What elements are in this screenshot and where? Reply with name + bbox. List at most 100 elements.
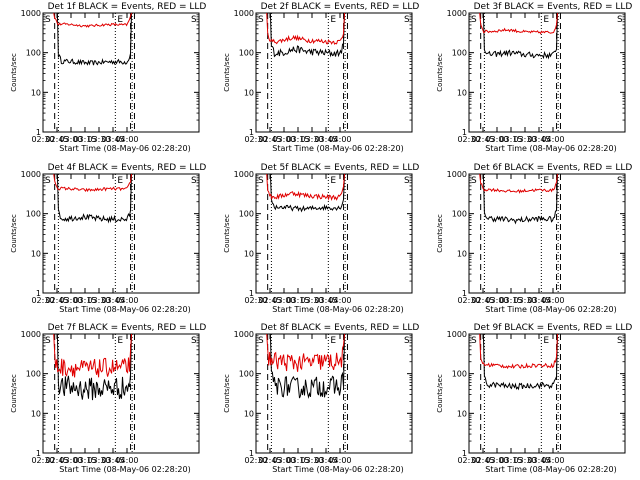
x-tick-label: 02:45 <box>258 296 281 305</box>
y-tick-label: 100 <box>452 49 467 58</box>
plot-frame <box>468 12 626 133</box>
y-tick-label: 1 <box>249 449 254 458</box>
y-tick-label: 1000 <box>234 170 254 179</box>
x-tick-label: 03:45 <box>527 135 550 144</box>
x-axis-label: Start Time (08-May-06 02:28:20) <box>59 305 190 314</box>
panel-title: Det 1f BLACK = Events, RED = LLD <box>48 2 207 12</box>
panel-title: Det 8f BLACK = Events, RED = LLD <box>261 323 420 333</box>
y-tick-label: 1000 <box>21 170 41 179</box>
x-tick-label: 04:00 <box>115 456 138 465</box>
x-tick-label: 03:45 <box>527 456 550 465</box>
marker-letter: S <box>258 336 264 346</box>
y-tick-label: 1000 <box>21 9 41 18</box>
x-axis-label: Start Time (08-May-06 02:28:20) <box>272 305 403 314</box>
events-series-line <box>56 333 132 401</box>
x-tick-label: 03:45 <box>314 296 337 305</box>
y-tick-label: 10 <box>457 249 467 258</box>
x-axis-label: Start Time (08-May-06 02:28:20) <box>485 305 616 314</box>
marker-letter: E <box>117 176 123 186</box>
detector-panel: Det 9f BLACK = Events, RED = LLD 1 10 100 10… <box>436 323 632 474</box>
y-tick-label: 10 <box>31 249 41 258</box>
x-tick-label: 04:00 <box>115 135 138 144</box>
x-axis-label: Start Time (08-May-06 02:28:20) <box>272 144 403 153</box>
x-tick-label: 03:45 <box>314 135 337 144</box>
events-series-line <box>482 333 558 391</box>
panel-title: Det 2f BLACK = Events, RED = LLD <box>261 2 420 12</box>
detector-panel: Det 2f BLACK = Events, RED = LLD 1 10 100 10… <box>223 2 419 153</box>
plot-frame <box>42 173 200 294</box>
y-tick-label: 1000 <box>447 9 467 18</box>
x-tick-label: 02:30 <box>244 135 267 144</box>
events-series-line <box>269 173 345 213</box>
marker-letter: S <box>191 176 197 186</box>
events-series-line <box>269 333 345 399</box>
x-tick-label: 03:15 <box>73 296 96 305</box>
x-tick-label: 03:15 <box>499 296 522 305</box>
lld-series-line <box>53 333 132 378</box>
x-tick-label: 02:30 <box>457 135 480 144</box>
marker-letter: S <box>404 176 410 186</box>
x-tick-label: 03:00 <box>59 135 82 144</box>
y-axis-label: Counts/sec <box>10 214 18 253</box>
x-tick-label: 04:00 <box>541 456 564 465</box>
x-tick-label: 02:45 <box>45 296 68 305</box>
y-tick-label: 100 <box>452 370 467 379</box>
lld-series-line <box>266 173 345 201</box>
y-axis-label: Counts/sec <box>223 53 231 92</box>
y-tick-label: 10 <box>244 249 254 258</box>
y-tick-label: 10 <box>244 88 254 97</box>
x-tick-label: 03:00 <box>485 296 508 305</box>
x-tick-label: 03:15 <box>73 135 96 144</box>
detector-panel: Det 8f BLACK = Events, RED = LLD 1 10 100 10… <box>223 323 419 474</box>
panel-title: Det 3f BLACK = Events, RED = LLD <box>474 2 633 12</box>
panel-title: Det 7f BLACK = Events, RED = LLD <box>48 323 207 333</box>
x-tick-label: 02:45 <box>471 135 494 144</box>
x-tick-label: 03:30 <box>87 456 110 465</box>
y-tick-label: 1000 <box>21 330 41 339</box>
y-tick-label: 10 <box>31 88 41 97</box>
y-tick-label: 1 <box>36 128 41 137</box>
x-axis-label: Start Time (08-May-06 02:28:20) <box>59 144 190 153</box>
y-tick-label: 100 <box>239 49 254 58</box>
marker-letter: S <box>258 176 264 186</box>
y-tick-label: 10 <box>31 409 41 418</box>
x-tick-label: 03:45 <box>101 135 124 144</box>
panel-title: Det 6f BLACK = Events, RED = LLD <box>474 163 633 173</box>
x-tick-label: 02:30 <box>244 456 267 465</box>
plot-frame <box>255 333 413 454</box>
y-tick-label: 10 <box>457 409 467 418</box>
x-axis-label: Start Time (08-May-06 02:28:20) <box>485 144 616 153</box>
marker-letter: E <box>330 15 336 25</box>
x-tick-label: 03:15 <box>286 456 309 465</box>
y-axis-label: Counts/sec <box>10 53 18 92</box>
x-tick-label: 03:15 <box>499 456 522 465</box>
y-axis-label: Counts/sec <box>436 374 444 413</box>
x-tick-label: 04:00 <box>115 296 138 305</box>
marker-letter: S <box>617 15 623 25</box>
y-axis-label: Counts/sec <box>223 374 231 413</box>
lld-series-line <box>479 173 558 194</box>
x-axis-label: Start Time (08-May-06 02:28:20) <box>485 465 616 474</box>
y-tick-label: 100 <box>26 210 41 219</box>
x-tick-label: 03:00 <box>59 456 82 465</box>
y-tick-label: 1 <box>462 449 467 458</box>
lld-series-line <box>479 333 558 370</box>
x-tick-label: 03:30 <box>300 456 323 465</box>
y-tick-label: 1000 <box>447 170 467 179</box>
marker-letter: S <box>258 15 264 25</box>
marker-letter: S <box>404 336 410 346</box>
marker-letter: S <box>191 15 197 25</box>
marker-letter: S <box>404 15 410 25</box>
x-tick-label: 02:45 <box>471 296 494 305</box>
y-tick-label: 100 <box>239 210 254 219</box>
detector-panel: Det 7f BLACK = Events, RED = LLD 1 10 100 10… <box>10 323 206 474</box>
y-axis-label: Counts/sec <box>436 53 444 92</box>
x-tick-label: 03:45 <box>101 456 124 465</box>
marker-letter: E <box>543 336 549 346</box>
x-tick-label: 02:45 <box>45 135 68 144</box>
y-tick-label: 100 <box>26 370 41 379</box>
x-tick-label: 04:00 <box>541 296 564 305</box>
x-tick-label: 03:30 <box>513 456 536 465</box>
x-tick-label: 03:00 <box>272 456 295 465</box>
marker-letter: S <box>617 176 623 186</box>
